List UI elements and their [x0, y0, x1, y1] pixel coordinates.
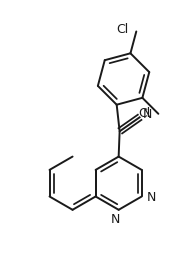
Text: N: N: [147, 191, 156, 204]
Text: N: N: [142, 108, 152, 121]
Text: N: N: [111, 213, 120, 226]
Text: Cl: Cl: [116, 23, 128, 36]
Text: Cl: Cl: [138, 107, 150, 120]
